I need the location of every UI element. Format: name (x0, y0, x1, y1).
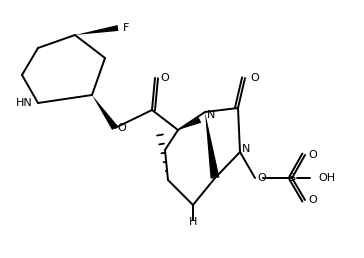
Polygon shape (92, 95, 118, 130)
Text: N: N (207, 110, 215, 120)
Polygon shape (178, 117, 201, 130)
Polygon shape (75, 25, 119, 35)
Text: O: O (257, 173, 266, 183)
Text: O: O (250, 73, 259, 83)
Text: O: O (117, 123, 126, 133)
Text: O: O (308, 150, 317, 160)
Polygon shape (205, 112, 219, 179)
Text: HN: HN (16, 98, 33, 108)
Text: S: S (288, 173, 296, 183)
Text: OH: OH (318, 173, 335, 183)
Text: F: F (123, 23, 129, 33)
Text: O: O (308, 195, 317, 205)
Text: H: H (189, 217, 197, 227)
Text: O: O (160, 73, 169, 83)
Text: N: N (242, 144, 250, 154)
